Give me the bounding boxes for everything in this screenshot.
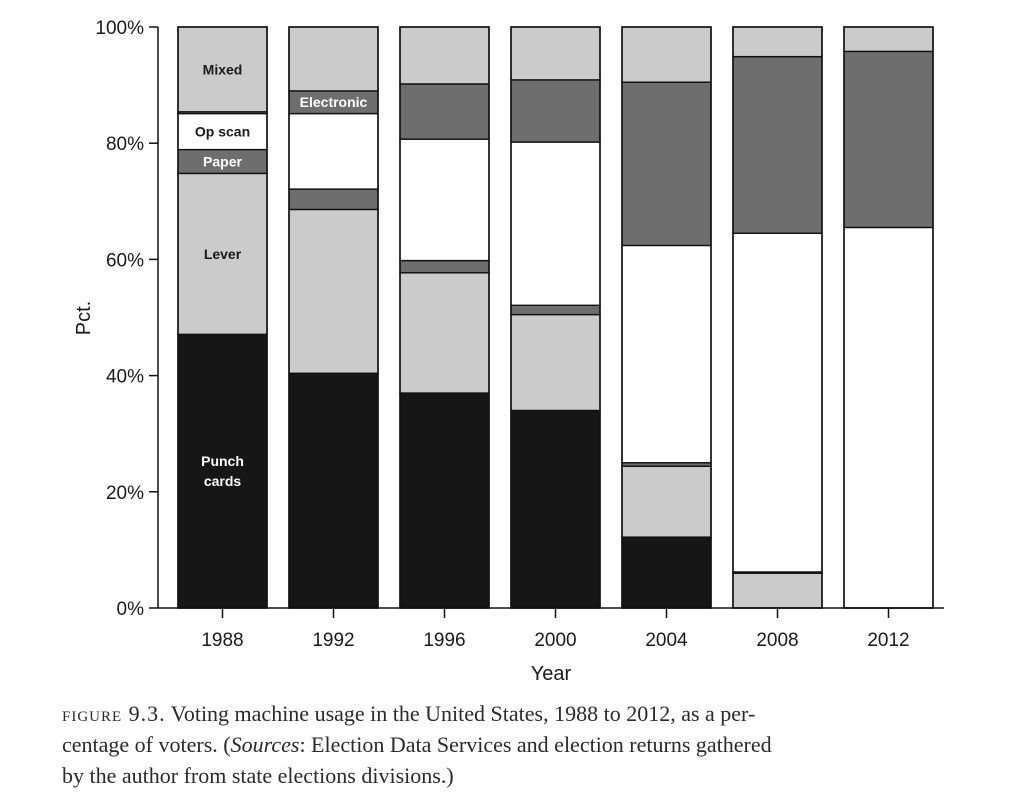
bar-segment-2004-op-scan xyxy=(621,244,712,464)
bar-segment-2000-lever xyxy=(510,313,601,412)
x-tick-label-2008: 2008 xyxy=(756,630,798,651)
bar-segment-2000-op-scan xyxy=(510,141,601,306)
y-tick-label-20: 20% xyxy=(106,483,144,504)
y-tick-label-40: 40% xyxy=(106,367,144,388)
y-axis-title: Pct. xyxy=(73,301,95,335)
bar-segment-1992-paper xyxy=(288,188,379,211)
caption-figure-label: figure 9.3. xyxy=(62,701,166,726)
figure-caption: figure 9.3. Voting machine usage in the … xyxy=(62,698,962,791)
bar-segment-1996-paper xyxy=(399,259,490,274)
segment-label-electronic: Electronic xyxy=(300,94,368,110)
axes-layer: 1988 1992 1996 2000 2004 2008 2012 0% 20% 40% 60% 8… xyxy=(73,18,944,685)
y-tick-label-80: 80% xyxy=(106,134,144,155)
bar-segment-1992-op-scan xyxy=(288,112,379,190)
x-axis-title: Year xyxy=(531,663,572,685)
bar-segment-1988-punch-cards xyxy=(177,333,268,609)
segment-label-lever: Lever xyxy=(204,246,242,262)
bar-segment-1992-lever xyxy=(288,208,379,374)
bar-segment-2004-lever xyxy=(621,465,712,538)
bars-layer xyxy=(177,26,934,609)
bar-segment-1988-lever xyxy=(177,172,268,336)
bar-segment-2008-mixed xyxy=(732,26,823,58)
x-tick-label-1992: 1992 xyxy=(312,630,354,651)
x-tick-label-1988: 1988 xyxy=(201,630,243,651)
caption-line-1-text: Voting machine usage in the United State… xyxy=(170,701,756,726)
bar-segment-1992-punch-cards xyxy=(288,372,379,609)
bar-segment-1988-mixed xyxy=(177,26,268,113)
y-tick-label-100: 100% xyxy=(95,18,144,39)
bar-segment-2012-mixed xyxy=(843,26,934,53)
bar-segment-2000-mixed xyxy=(510,26,601,81)
x-tick-label-2004: 2004 xyxy=(645,630,688,651)
segment-labels-layer: Mixed Electronic Op scan Paper Lever Punch car… xyxy=(195,61,368,489)
y-tick-label-60: 60% xyxy=(106,250,144,271)
caption-line-1: figure 9.3. Voting machine usage in the … xyxy=(62,698,962,729)
bar-segment-1996-mixed xyxy=(399,26,490,85)
caption-line-3: by the author from state elections divis… xyxy=(62,763,454,788)
bar-segment-2004-electronic xyxy=(621,81,712,247)
bar-segment-2000-electronic xyxy=(510,79,601,143)
bar-segment-2004-mixed xyxy=(621,26,712,83)
x-tick-label-2000: 2000 xyxy=(534,630,576,651)
bar-segment-1992-mixed xyxy=(288,26,379,92)
caption-line-2: centage of voters. (Sources: Election Da… xyxy=(62,729,962,760)
bar-segment-2000-punch-cards xyxy=(510,409,601,609)
segment-label-paper: Paper xyxy=(203,154,242,170)
x-tick-label-2012: 2012 xyxy=(867,630,909,651)
caption-sources-italic: Sources xyxy=(230,732,300,757)
stacked-bar-chart: 1988 1992 1996 2000 2004 2008 2012 0% 20% 40% 60% 8… xyxy=(73,18,944,685)
bar-segment-2012-op-scan xyxy=(843,226,934,609)
chart-canvas: 1988 1992 1996 2000 2004 2008 2012 0% 20% 40% 60% 8… xyxy=(73,18,944,685)
bar-segment-2000-paper xyxy=(510,304,601,316)
segment-label-punch-cards: Punch cards xyxy=(201,453,244,489)
bar-segment-2008-lever xyxy=(732,572,823,609)
bar-segment-2012-electronic xyxy=(843,50,934,229)
bar-segment-1996-electronic xyxy=(399,83,490,140)
x-tick-label-1996: 1996 xyxy=(423,630,465,651)
segment-label-op-scan: Op scan xyxy=(195,124,250,140)
bar-segment-1996-punch-cards xyxy=(399,392,490,609)
bar-segment-1996-lever xyxy=(399,272,490,394)
bar-segment-2008-electronic xyxy=(732,55,823,234)
bar-segment-2008-op-scan xyxy=(732,232,823,573)
bar-segment-2004-punch-cards xyxy=(621,536,712,609)
caption-line-2-start: centage of voters. ( xyxy=(62,732,231,757)
bar-segment-1996-op-scan xyxy=(399,138,490,262)
caption-line-2-end: : Election Data Services and election re… xyxy=(299,732,772,757)
y-tick-label-0: 0% xyxy=(117,599,145,620)
segment-label-mixed: Mixed xyxy=(203,61,243,77)
